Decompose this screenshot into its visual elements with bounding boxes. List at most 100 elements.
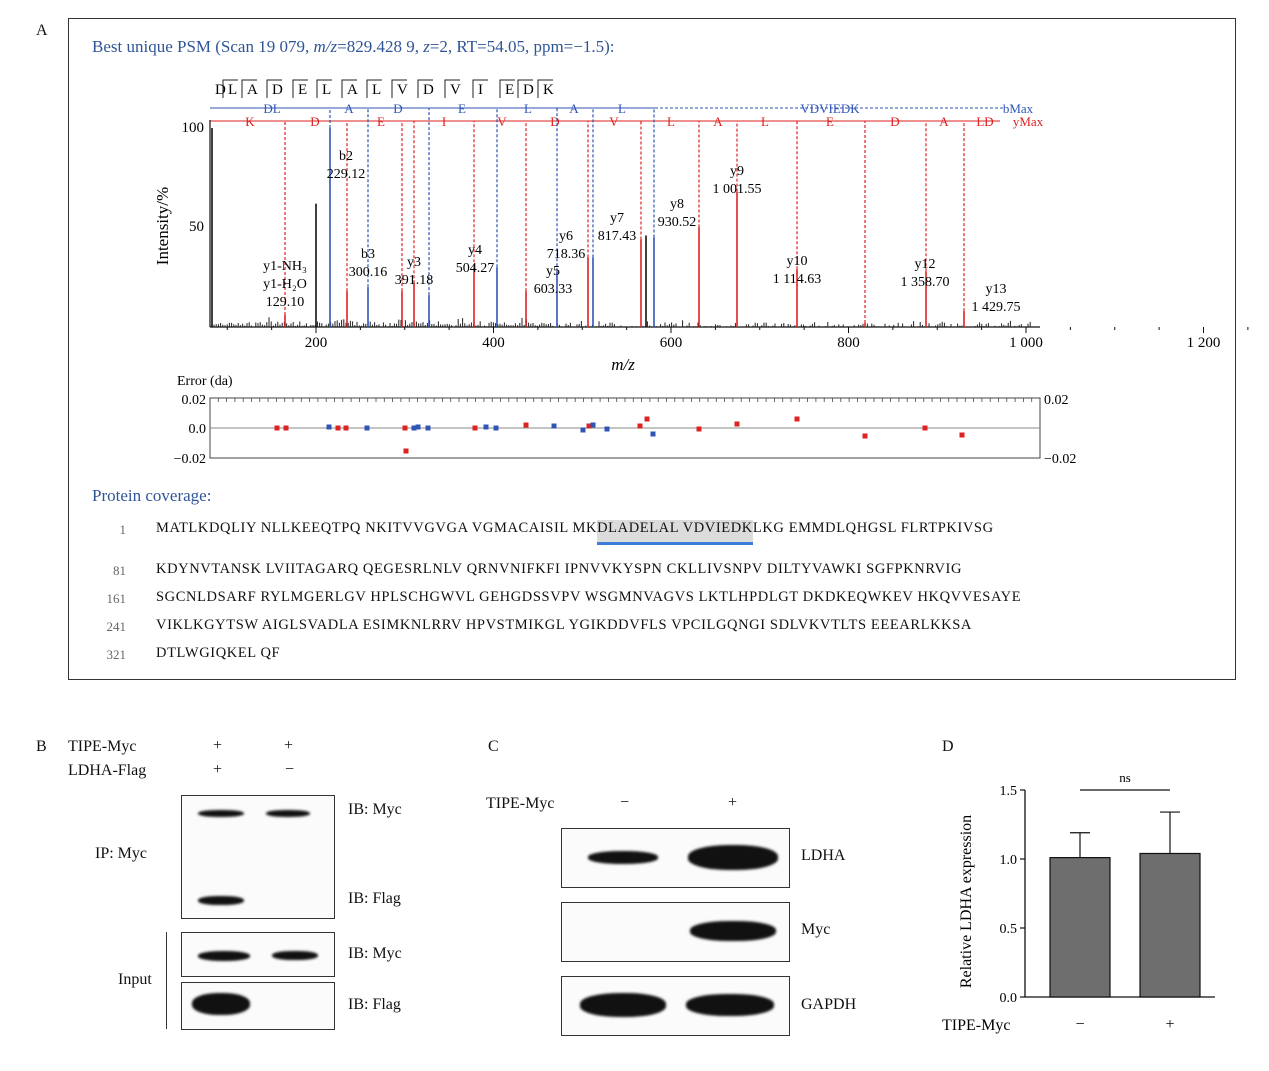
error-tick-left-2: −0.02 bbox=[174, 452, 206, 467]
error-point bbox=[274, 425, 280, 431]
y-ion-label: K bbox=[245, 114, 255, 129]
spectrum-y-tick-100: 100 bbox=[182, 120, 205, 136]
peak-mz-label: 603.33 bbox=[534, 282, 573, 297]
spectrum-y-label: Intensity/% bbox=[153, 187, 172, 265]
bar bbox=[1049, 857, 1111, 998]
error-point bbox=[335, 425, 341, 431]
peak-annotations: b2 229.12 y1-NH₃ y1-H₂O 129.10 b3 300.16 y3 391.… bbox=[263, 149, 1020, 315]
blot-ip-myc bbox=[181, 795, 335, 919]
sequence-num: 1 bbox=[119, 522, 127, 537]
y-ion-label: A bbox=[939, 114, 949, 129]
peak-ion-label: y1-H₂O bbox=[263, 277, 307, 292]
y-ion-label: D bbox=[310, 114, 319, 129]
y-ion-label: yMax bbox=[1013, 114, 1044, 129]
error-point bbox=[326, 424, 332, 430]
b-input-label: Input bbox=[118, 971, 152, 988]
sequence-num: 321 bbox=[106, 647, 127, 662]
error-point bbox=[604, 426, 610, 432]
bar-y-label: Relative LDHA expression bbox=[958, 815, 975, 988]
b-ion-label: L bbox=[618, 101, 626, 116]
bar-y-tick: 0.0 bbox=[1000, 991, 1018, 1006]
blot-myc bbox=[561, 902, 790, 962]
coverage-label: Protein coverage: bbox=[92, 486, 212, 505]
spectrum-x-tick: 200 bbox=[305, 335, 328, 351]
fragment-marker bbox=[241, 79, 257, 98]
peptide-letter: K bbox=[543, 82, 554, 98]
peak-mz-label: 930.52 bbox=[658, 215, 697, 230]
peptide-letter: D bbox=[423, 82, 434, 98]
b-row2-sign-2: − bbox=[285, 761, 295, 778]
peptide-letter: L bbox=[322, 82, 331, 98]
c-blot-label-3: GAPDH bbox=[801, 996, 857, 1013]
b-ion-label: A bbox=[344, 101, 354, 116]
fragment-marker bbox=[222, 79, 238, 98]
spectrum-x-tick: 1 200 bbox=[1187, 335, 1221, 351]
error-points bbox=[209, 398, 1041, 454]
spectrum-x-tick: 1 000 bbox=[1009, 335, 1043, 351]
error-point bbox=[862, 433, 868, 439]
spectrum-x-tick: 400 bbox=[482, 335, 505, 351]
error-point bbox=[493, 425, 499, 431]
peak-mz-label: 1 114.63 bbox=[773, 272, 821, 287]
panel-c-letter: C bbox=[488, 738, 499, 755]
b-ion-label: bMax bbox=[1003, 101, 1034, 116]
error-point bbox=[411, 425, 417, 431]
b-row2-sign-1: + bbox=[213, 761, 223, 778]
y-ion-label: L bbox=[761, 114, 769, 129]
sequence-num: 81 bbox=[113, 563, 126, 578]
blot-gapdh bbox=[561, 976, 790, 1036]
peak-mz-label: 229.12 bbox=[327, 167, 366, 182]
band bbox=[690, 921, 776, 941]
peptide-letter: A bbox=[347, 82, 358, 98]
sequence-num: 241 bbox=[106, 619, 127, 634]
spectrum-x-label: m/z bbox=[611, 355, 635, 374]
peak-mz-label: 1 429.75 bbox=[972, 300, 1021, 315]
fragment-marker bbox=[517, 79, 533, 98]
input-bracket bbox=[166, 932, 167, 1029]
peak-mz-label: 1 001.55 bbox=[713, 182, 762, 197]
sequence-highlight: DLADELAL VDVIEDK bbox=[597, 520, 753, 545]
band bbox=[266, 810, 310, 817]
blot-input-myc bbox=[181, 932, 335, 977]
psm-title-mz: m/z bbox=[313, 37, 338, 56]
panel-a-frame bbox=[68, 18, 1236, 680]
peak-ion-label: y8 bbox=[670, 197, 684, 212]
band bbox=[688, 845, 778, 870]
peak-ion-label: y1-NH₃ bbox=[263, 259, 307, 274]
y-ion-label: I bbox=[442, 114, 446, 129]
b-ip-label: IP: Myc bbox=[95, 845, 147, 862]
y-ion-label: L bbox=[667, 114, 675, 129]
blot-ldha bbox=[561, 828, 790, 888]
error-point bbox=[580, 427, 586, 433]
fragment-marker bbox=[472, 79, 488, 98]
peak-mz-label: 504.27 bbox=[456, 261, 495, 276]
c-blot-label-2: Myc bbox=[801, 921, 831, 938]
band bbox=[588, 851, 658, 864]
peptide-letter: E bbox=[298, 82, 307, 98]
sequence-post: LKG EMMDLQHGSL FLRTPKIVSG bbox=[752, 520, 994, 536]
spectrum-x-tick: 800 bbox=[837, 335, 860, 351]
bar-chart: 0.0 0.5 1.0 1.5 Relative LDHA expression − + ns… bbox=[942, 770, 1215, 1034]
b-ib-label-4: IB: Flag bbox=[348, 996, 401, 1013]
peptide-letter: V bbox=[397, 82, 408, 98]
error-tick-left-0: 0.02 bbox=[182, 393, 207, 408]
sequence-num: 161 bbox=[106, 591, 127, 606]
error-point bbox=[637, 423, 643, 429]
peak-mz-label: 817.43 bbox=[598, 229, 637, 244]
band bbox=[686, 994, 774, 1016]
error-point bbox=[696, 426, 702, 432]
fragment-marker bbox=[266, 79, 282, 98]
peak-mz-label: 718.36 bbox=[547, 247, 586, 262]
error-tick-right-0: 0.02 bbox=[1044, 393, 1069, 408]
error-point bbox=[343, 425, 349, 431]
error-point bbox=[415, 424, 421, 430]
peptide-letter: L bbox=[372, 82, 381, 98]
band bbox=[192, 993, 250, 1015]
y-ion-label: V bbox=[609, 114, 619, 129]
error-point bbox=[644, 416, 650, 422]
b-ib-label-3: IB: Myc bbox=[348, 945, 402, 962]
bar-x-label: TIPE-Myc bbox=[942, 1017, 1010, 1034]
b-row2-label: LDHA-Flag bbox=[68, 762, 147, 779]
peak-ion-label: y12 bbox=[915, 257, 936, 272]
